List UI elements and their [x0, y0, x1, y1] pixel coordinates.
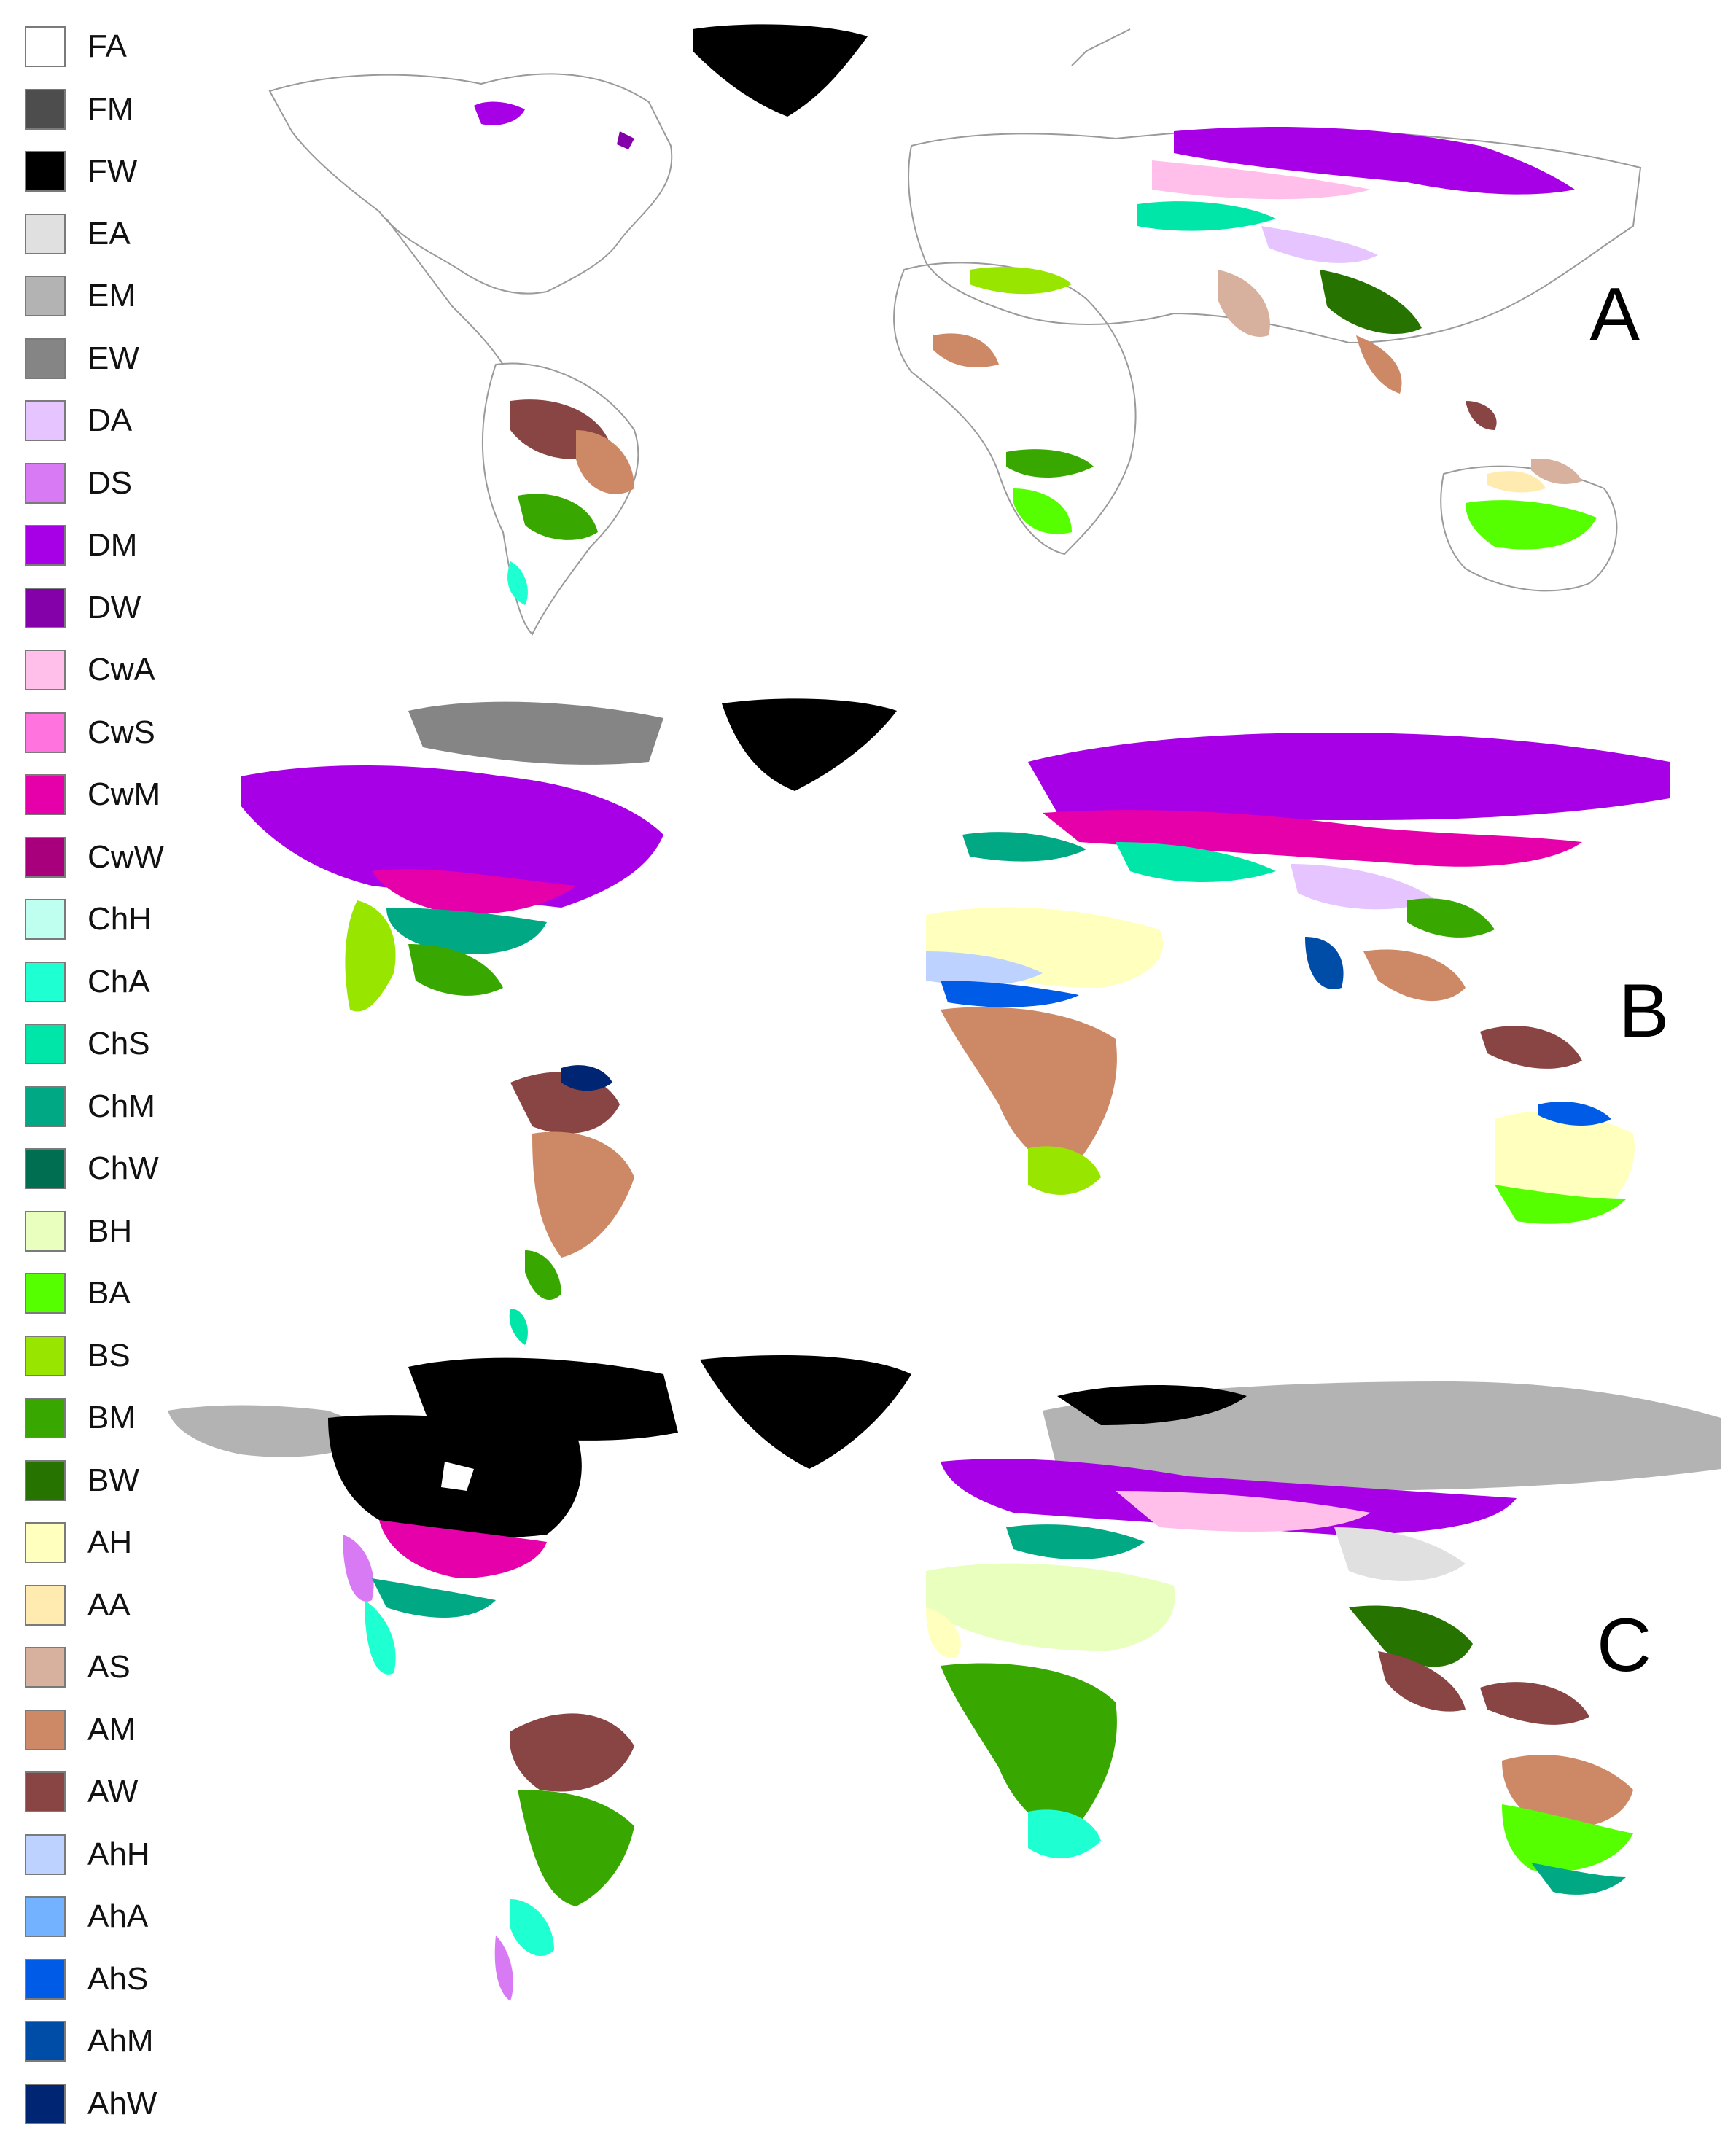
- legend-label: AS: [87, 1649, 131, 1685]
- climate-zones-c: [168, 1355, 1721, 2001]
- legend-swatch: [25, 587, 66, 628]
- legend-label: CwA: [87, 652, 155, 687]
- legend-label: EW: [87, 340, 139, 376]
- legend-swatch: [25, 1771, 66, 1812]
- legend-label: CwW: [87, 838, 165, 875]
- world-map-c: [168, 1355, 1721, 2001]
- legend-swatch: [25, 462, 66, 504]
- legend-swatch: [25, 1833, 66, 1875]
- legend-swatch: [25, 774, 66, 815]
- legend-swatch: [25, 1584, 66, 1626]
- legend-label: CwS: [87, 714, 155, 750]
- legend-swatch: [25, 1335, 66, 1376]
- legend-label: ChA: [87, 963, 150, 999]
- legend-swatch: [25, 1398, 66, 1438]
- legend-swatch: [25, 525, 66, 566]
- legend-swatch: [25, 1647, 66, 1688]
- legend-label: AhA: [87, 1898, 149, 1934]
- legend-swatch: [25, 1522, 66, 1563]
- legend-label: AW: [87, 1774, 139, 1809]
- legend-label: AhW: [87, 2085, 157, 2121]
- legend-swatch: [25, 650, 66, 690]
- climate-zones-b: [241, 698, 1670, 1345]
- legend-label: FA: [87, 28, 127, 64]
- legend-label: EM: [87, 278, 136, 313]
- climate-zones-a: [474, 24, 1597, 605]
- world-map-b: [241, 698, 1670, 1345]
- legend-label: AM: [87, 1711, 136, 1747]
- legend-swatch: [25, 961, 66, 1002]
- legend-label: BH: [87, 1212, 133, 1249]
- legend-swatch: [25, 338, 66, 379]
- world-map-a: [268, 24, 1642, 636]
- legend-swatch: [25, 1709, 66, 1750]
- legend-swatch: [25, 213, 66, 254]
- map-panel-a: A: [168, 22, 1721, 649]
- legend-swatch: [25, 899, 66, 940]
- legend-label: AH: [87, 1524, 133, 1560]
- legend-label: ChM: [87, 1088, 155, 1124]
- legend-label: EA: [87, 215, 131, 252]
- legend-swatch: [25, 1148, 66, 1189]
- legend-swatch: [25, 151, 66, 192]
- legend-label: AhS: [87, 1960, 149, 1997]
- panel-label-b: B: [1619, 969, 1670, 1053]
- panel-label-c: C: [1597, 1603, 1652, 1688]
- country-borders-a: [268, 28, 1642, 636]
- legend-swatch: [25, 400, 66, 441]
- legend-label: CwM: [87, 776, 161, 812]
- legend-swatch: [25, 712, 66, 753]
- legend-label: DM: [87, 527, 138, 563]
- map-panel-c: C: [168, 1352, 1721, 2023]
- legend-label: AA: [87, 1586, 131, 1623]
- legend-label: ChH: [87, 901, 152, 937]
- map-panel-b: B: [168, 696, 1721, 1352]
- legend-swatch: [25, 1210, 66, 1252]
- legend-label: ChS: [87, 1026, 150, 1061]
- legend-swatch: [25, 88, 66, 130]
- legend-swatch: [25, 2021, 66, 2062]
- legend-label: DA: [87, 402, 133, 438]
- legend-swatch: [25, 1896, 66, 1937]
- legend-swatch: [25, 1024, 66, 1064]
- legend-label: DS: [87, 464, 133, 501]
- legend-label: BA: [87, 1275, 131, 1311]
- legend-swatch: [25, 1273, 66, 1314]
- legend-label: FW: [87, 153, 138, 189]
- legend-swatch: [25, 2083, 66, 2124]
- legend-label: BS: [87, 1337, 131, 1373]
- legend-label: BM: [87, 1400, 136, 1435]
- legend-swatch: [25, 836, 66, 878]
- legend-swatch: [25, 276, 66, 316]
- legend-swatch: [25, 1459, 66, 1501]
- legend-label: BW: [87, 1462, 139, 1498]
- legend-swatch: [25, 1085, 66, 1127]
- legend-label: AhM: [87, 2023, 154, 2059]
- legend-label: AhH: [87, 1836, 150, 1872]
- legend-label: DW: [87, 589, 141, 625]
- legend-swatch: [25, 1958, 66, 2000]
- legend-label: ChW: [87, 1150, 159, 1186]
- legend-label: FM: [87, 90, 134, 127]
- legend-swatch: [25, 26, 66, 67]
- panel-label-a: A: [1589, 273, 1640, 357]
